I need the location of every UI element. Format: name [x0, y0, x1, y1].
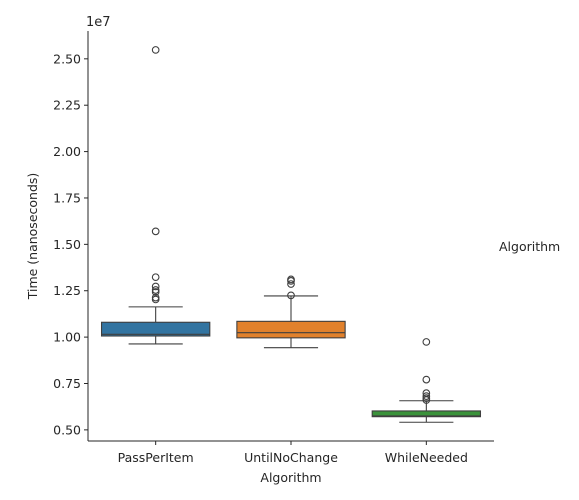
outlier-point — [151, 273, 160, 282]
y-tick-label: 1.50 — [53, 237, 81, 252]
y-tick-label: 1.00 — [53, 330, 81, 345]
outlier-point — [287, 280, 295, 288]
outlier-point — [287, 291, 295, 300]
outlier-point — [151, 46, 160, 54]
y-tick-label: 0.50 — [53, 422, 81, 437]
box-group-passperitem — [100, 46, 211, 345]
x-ticks: PassPerItem UntilNoChange WhileNeeded — [118, 441, 468, 465]
axes — [87, 31, 494, 442]
x-tick-label: PassPerItem — [118, 450, 194, 465]
y-axis-label: Time (nanoseconds) — [25, 173, 40, 301]
outlier-point — [422, 375, 431, 384]
box-group-whileneeded — [371, 338, 482, 423]
x-axis-label: Algorithm — [260, 470, 321, 485]
box-iqr — [371, 410, 482, 418]
y-tick-label: 2.25 — [53, 98, 81, 113]
y-tick-label: 1.25 — [53, 283, 81, 298]
x-tick-label: WhileNeeded — [385, 450, 468, 465]
y-ticks: 0.50 0.75 1.00 1.25 1.50 1.75 2.00 2.25 2.50 — [53, 51, 88, 437]
outlier-point — [422, 389, 431, 397]
outlier-point — [151, 286, 160, 294]
y-offset-label: 1e7 — [86, 15, 111, 30]
boxes — [100, 46, 482, 423]
y-tick-label: 1.75 — [53, 190, 81, 205]
y-tick-label: 2.50 — [53, 51, 81, 66]
outlier-point — [151, 293, 160, 302]
x-tick-label: UntilNoChange — [244, 450, 338, 465]
y-tick-label: 2.00 — [53, 144, 81, 159]
outlier-point — [151, 227, 160, 236]
legend-title: Algorithm — [499, 239, 560, 254]
box-group-untilnochange — [236, 275, 346, 349]
outlier-point — [151, 282, 160, 291]
box-iqr — [236, 320, 346, 339]
outlier-point — [151, 288, 160, 296]
y-tick-label: 0.75 — [53, 376, 81, 391]
outlier-point — [422, 394, 431, 402]
outlier-point — [287, 275, 295, 284]
outlier-point — [422, 392, 431, 400]
outlier-point — [422, 338, 431, 346]
box-iqr — [100, 321, 211, 337]
